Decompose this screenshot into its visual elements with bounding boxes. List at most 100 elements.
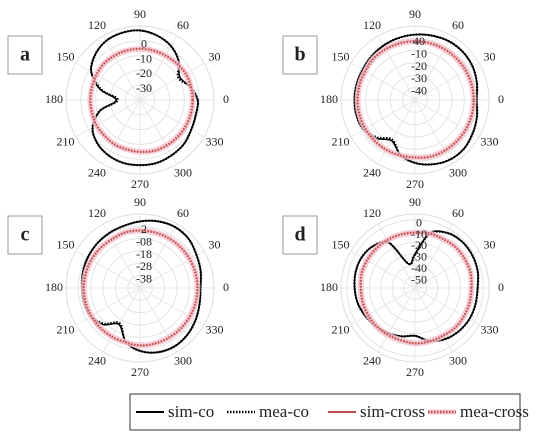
theta-tick-label: 30 xyxy=(483,49,495,63)
r-tick-label: 2 xyxy=(141,222,147,236)
theta-tick-label: 0 xyxy=(498,280,504,294)
panel-label-box xyxy=(282,215,318,255)
r-tick-label: -20 xyxy=(136,66,152,80)
series-line xyxy=(82,229,199,347)
theta-tick-label: 240 xyxy=(88,165,106,179)
theta-tick-label: 330 xyxy=(480,134,498,148)
theta-tick-label: 0 xyxy=(223,92,229,106)
theta-tick-label: 150 xyxy=(57,237,75,251)
theta-tick-label: 90 xyxy=(134,195,146,209)
grid-spoke xyxy=(75,99,141,138)
grid-spoke xyxy=(377,35,416,101)
theta-tick-label: 180 xyxy=(45,92,63,106)
theta-tick-label: 270 xyxy=(131,365,149,379)
grid-spoke xyxy=(102,223,141,289)
grid-spoke xyxy=(139,99,178,165)
series-line xyxy=(356,40,475,159)
r-tick-label: -38 xyxy=(136,271,152,285)
r-tick-label: -10 xyxy=(136,51,152,65)
theta-tick-label: 60 xyxy=(452,206,464,220)
theta-tick-label: 90 xyxy=(409,7,421,21)
r-tick-label: -20 xyxy=(411,238,427,252)
legend-label: sim-co xyxy=(168,402,214,421)
theta-tick-label: 30 xyxy=(483,237,495,251)
grid-spoke xyxy=(414,35,453,101)
theta-tick-label: 330 xyxy=(205,134,223,148)
theta-tick-label: 210 xyxy=(332,322,350,336)
r-tick-label: -10 xyxy=(411,46,427,60)
grid-spoke xyxy=(414,62,480,101)
theta-tick-label: 180 xyxy=(320,280,338,294)
grid-spoke xyxy=(377,223,416,289)
panel-label: b xyxy=(294,44,305,66)
grid-spoke xyxy=(139,223,178,289)
r-tick-label: -28 xyxy=(136,259,152,273)
theta-tick-label: 0 xyxy=(223,280,229,294)
r-tick-label: -30 xyxy=(136,81,152,95)
legend-label: mea-cross xyxy=(460,402,529,421)
r-tick-label: -10 xyxy=(411,227,427,241)
r-tick-label: -30 xyxy=(411,250,427,264)
theta-tick-label: 150 xyxy=(332,49,350,63)
theta-tick-label: 150 xyxy=(57,49,75,63)
theta-tick-label: 120 xyxy=(88,206,106,220)
grid-spoke xyxy=(102,99,141,165)
polar-panel: 03060901201501802102402703003300-10-20-3… xyxy=(7,7,229,191)
series-line xyxy=(80,219,203,354)
theta-tick-label: 240 xyxy=(363,353,381,367)
theta-tick-label: 300 xyxy=(174,353,192,367)
r-tick-label: 0 xyxy=(416,215,422,229)
theta-tick-label: 210 xyxy=(332,134,350,148)
grid-spoke xyxy=(414,99,453,165)
theta-tick-label: 240 xyxy=(88,353,106,367)
theta-tick-label: 270 xyxy=(131,177,149,191)
grid-spoke xyxy=(414,287,453,353)
theta-tick-label: 210 xyxy=(57,322,75,336)
r-tick-label: -30 xyxy=(411,71,427,85)
polar-panel: 030609012015018021024027030033040-10-20-… xyxy=(282,7,504,191)
grid-spoke xyxy=(75,250,141,289)
theta-tick-label: 240 xyxy=(363,165,381,179)
theta-tick-label: 300 xyxy=(449,353,467,367)
theta-tick-label: 60 xyxy=(177,18,189,32)
theta-tick-label: 210 xyxy=(57,134,75,148)
grid-spoke xyxy=(139,287,178,353)
theta-tick-label: 30 xyxy=(208,49,220,63)
series-line xyxy=(353,33,479,166)
polar-panel: 03060901201501802102402703003300-10-20-3… xyxy=(282,195,504,379)
grid-spoke xyxy=(414,287,480,326)
theta-tick-label: 120 xyxy=(363,206,381,220)
theta-tick-label: 300 xyxy=(449,165,467,179)
grid-spoke xyxy=(350,99,416,138)
r-tick-label: -08 xyxy=(136,234,152,248)
panel-label-box xyxy=(7,35,43,75)
theta-tick-label: 180 xyxy=(320,92,338,106)
legend-label: sim-cross xyxy=(360,402,425,421)
grid-spoke xyxy=(75,287,141,326)
theta-tick-label: 120 xyxy=(363,18,381,32)
theta-tick-label: 330 xyxy=(480,322,498,336)
r-tick-label: -50 xyxy=(411,272,427,286)
grid-spoke xyxy=(139,62,205,101)
r-tick-label: -40 xyxy=(411,261,427,275)
theta-tick-label: 60 xyxy=(177,206,189,220)
grid-spoke xyxy=(414,250,480,289)
r-tick-label: 40 xyxy=(413,34,425,48)
theta-tick-label: 30 xyxy=(208,237,220,251)
grid-spoke xyxy=(102,35,141,101)
theta-tick-label: 270 xyxy=(406,365,424,379)
theta-tick-label: 180 xyxy=(45,280,63,294)
grid-spoke xyxy=(377,99,416,165)
theta-tick-label: 150 xyxy=(332,237,350,251)
panel-label-box xyxy=(282,35,318,75)
r-tick-label: 0 xyxy=(141,37,147,51)
r-tick-label: -18 xyxy=(136,247,152,261)
legend-label: mea-co xyxy=(259,402,309,421)
theta-tick-label: 0 xyxy=(498,92,504,106)
theta-tick-label: 90 xyxy=(134,7,146,21)
theta-tick-label: 270 xyxy=(406,177,424,191)
grid-spoke xyxy=(350,287,416,326)
grid-spoke xyxy=(139,99,205,138)
r-tick-label: -40 xyxy=(411,83,427,97)
